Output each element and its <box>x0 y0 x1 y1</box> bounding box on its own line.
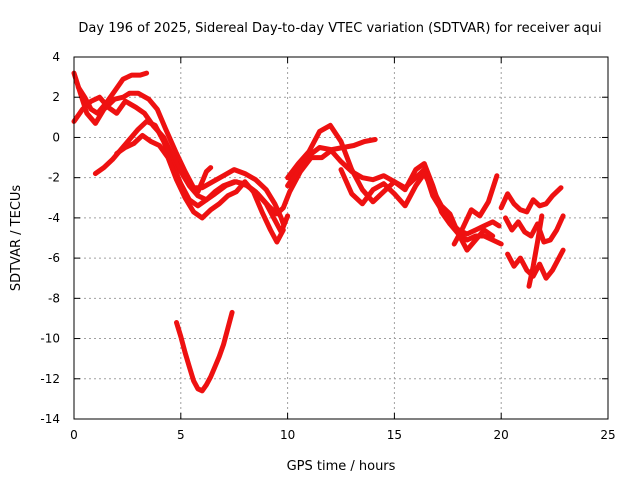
plot-frame <box>73 56 609 420</box>
grid <box>74 57 608 419</box>
y-axis: 4 2 0 -2 -4 -6 -8 -10 -12 -14 <box>40 50 608 426</box>
series-line-track-12 <box>503 213 566 245</box>
series-line-track-10 <box>451 173 500 247</box>
series-line-track-8 <box>285 122 502 237</box>
series-line-track-9 <box>338 167 496 253</box>
y-tick-label: -4 <box>48 211 60 225</box>
x-tick-label: 20 <box>494 428 509 442</box>
series-line-track-5 <box>114 132 286 245</box>
x-tick-label: 0 <box>70 428 78 442</box>
series-line-track-4 <box>92 118 291 235</box>
x-tick-label: 25 <box>600 428 615 442</box>
y-tick-label: -12 <box>40 372 60 386</box>
x-axis: 0 5 10 15 20 25 <box>70 57 616 442</box>
series-line-track-6 <box>195 165 214 195</box>
data-series <box>71 70 566 394</box>
series-line-track-1 <box>71 70 286 227</box>
series-line-track-14 <box>526 213 545 289</box>
y-tick-label: -14 <box>40 412 60 426</box>
y-axis-label: SDTVAR / TECUs <box>9 185 24 292</box>
series-line-track-11 <box>498 185 564 215</box>
series-line-track-13 <box>505 247 566 281</box>
y-tick-label: 4 <box>52 50 60 64</box>
x-tick-label: 10 <box>280 428 295 442</box>
series-line-track-3 <box>75 70 150 116</box>
y-tick-label: -8 <box>48 291 60 305</box>
y-tick-label: 0 <box>52 130 60 144</box>
y-tick-label: 2 <box>52 90 60 104</box>
y-tick-label: -10 <box>40 332 60 346</box>
series-line-track-15 <box>174 309 235 394</box>
x-tick-label: 5 <box>177 428 185 442</box>
y-tick-label: -2 <box>48 171 60 185</box>
chart-title: Day 196 of 2025, Sidereal Day-to-day VTE… <box>78 21 601 36</box>
x-axis-label: GPS time / hours <box>287 459 396 474</box>
x-tick-label: 15 <box>387 428 402 442</box>
y-tick-label: -6 <box>48 251 60 265</box>
